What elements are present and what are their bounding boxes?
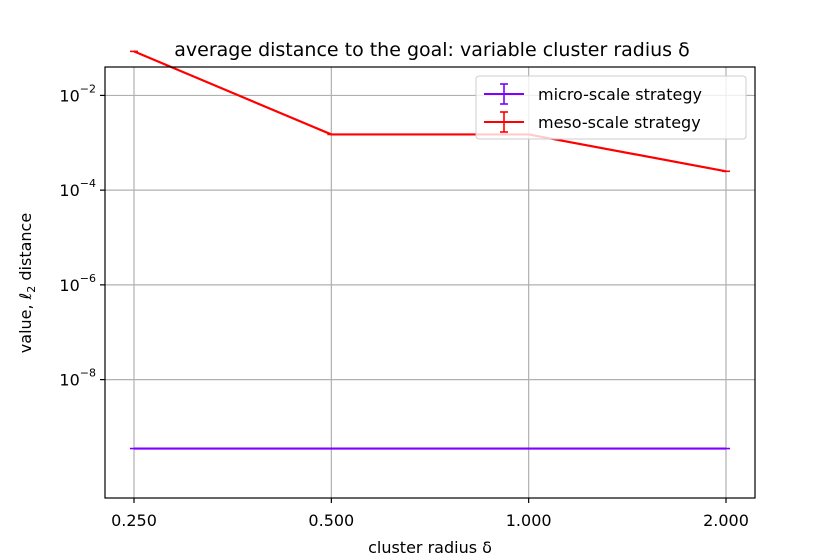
y-tick-label: 10−6 <box>59 272 96 295</box>
y-tick-label-exponent: −8 <box>80 367 96 380</box>
y-tick-label-base: 10 <box>59 371 79 390</box>
x-axis-label: cluster radius δ <box>368 538 492 557</box>
y-axis-label-suffix: distance <box>16 213 35 286</box>
y-tick-label-base: 10 <box>59 276 79 295</box>
x-tick-label: 0.500 <box>308 511 354 530</box>
series-line-1 <box>133 50 727 173</box>
plot-frame <box>104 66 756 499</box>
legend-box <box>475 75 747 140</box>
chart-title: average distance to the goal: variable c… <box>174 39 690 61</box>
y-tick-label: 10−4 <box>59 177 96 200</box>
y-tick-label-base: 10 <box>59 181 79 200</box>
legend-entry-1: meso-scale strategy <box>484 111 701 133</box>
legend: micro-scale strategy meso-scale strategy <box>475 75 747 140</box>
y-tick-label: 10−2 <box>59 82 96 105</box>
y-tick-label-exponent: −4 <box>80 177 96 190</box>
y-tick-label-base: 10 <box>59 86 79 105</box>
x-tick-label: 1.000 <box>506 511 552 530</box>
y-axis-label-subscript: 2 <box>25 286 38 293</box>
y-axis-label-prefix: value, ℓ <box>16 293 35 353</box>
series-layer <box>130 50 730 450</box>
x-tick-label: 2.000 <box>703 511 749 530</box>
y-axis-label: value, ℓ2 distance <box>16 213 38 353</box>
legend-label: meso-scale strategy <box>538 113 701 132</box>
x-tick-label: 0.250 <box>111 511 157 530</box>
legend-entry-0: micro-scale strategy <box>484 83 702 105</box>
y-tick-label-exponent: −6 <box>80 272 96 285</box>
legend-label: micro-scale strategy <box>538 85 702 104</box>
y-tick-label-exponent: −2 <box>80 82 96 95</box>
y-tick-label: 10−8 <box>59 367 96 390</box>
